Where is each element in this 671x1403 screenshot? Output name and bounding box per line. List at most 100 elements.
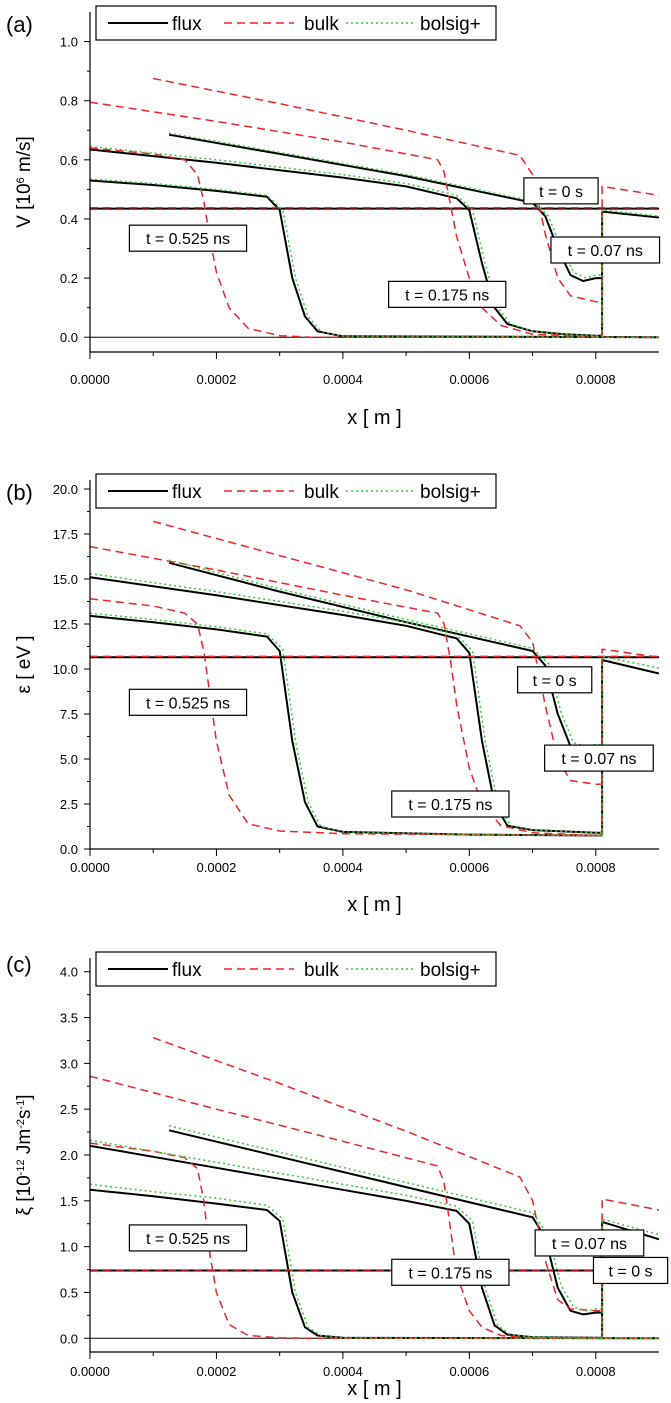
curve-annotation: t = 0 s — [523, 177, 599, 205]
x-tick-label: 0.0000 — [70, 860, 110, 875]
x-tick-label: 0.0006 — [449, 860, 489, 875]
y-axis-title-part: V [10 — [14, 183, 35, 227]
curve-annotation: t = 0.175 ns — [391, 1258, 510, 1286]
x-tick-label: 0.0002 — [197, 1364, 237, 1379]
curve-annotation: t = 0 s — [592, 1256, 669, 1285]
annotation-box — [523, 177, 599, 205]
legend: flux bulk bolsig+ — [95, 951, 497, 987]
annotation-label: t = 0.07 ns — [561, 751, 636, 768]
series-bolsig+-line — [90, 1139, 603, 1339]
x-tick-label: 0.0002 — [197, 860, 237, 875]
y-tick-label: 2.0 — [60, 1148, 78, 1163]
curve-annotation: t = 0.07 ns — [534, 1229, 645, 1257]
annotation-box — [388, 280, 507, 308]
y-tick-label: 10.0 — [53, 662, 78, 677]
annotation-box — [391, 790, 510, 818]
series-bulk-line — [601, 648, 659, 836]
series-flux-line — [90, 148, 603, 337]
annotation-label: t = 0.175 ns — [408, 797, 492, 814]
annotation-label: t = 0.525 ns — [146, 695, 230, 712]
series-flux-line — [168, 133, 603, 282]
y-tick-label: 1.0 — [60, 1240, 78, 1255]
series-bulk-line — [601, 185, 659, 338]
curve-annotation: t = 0 s — [516, 666, 593, 694]
y-axis-title-part: ε [ eV ] — [14, 635, 35, 693]
annotation-label: t = 0.07 ns — [568, 243, 643, 260]
y-axis-title-part: -12 — [15, 1159, 27, 1175]
y-tick-label: 4.0 — [60, 965, 78, 980]
annotation-box — [592, 1256, 669, 1285]
series-flux-line — [168, 1129, 603, 1316]
y-tick-label: 0.4 — [60, 212, 78, 227]
x-tick-label: 0.0004 — [323, 860, 363, 875]
series-lines — [90, 1036, 659, 1340]
chart-panel-3: (c) 0.0000 0.0002 0.0004 0.0006 0.0008 0.0 0.5 1… — [6, 951, 669, 1400]
x-tick-label: 0.0008 — [576, 372, 616, 387]
y-tick-label: 2.5 — [60, 1102, 78, 1117]
series-bulk-line — [90, 545, 603, 837]
y-tick-label: 0.0 — [60, 842, 78, 857]
series-bolsig+-line — [90, 612, 603, 837]
series-lines — [90, 520, 659, 837]
series-flux-line — [90, 576, 603, 834]
curve-annotation: t = 0.525 ns — [128, 688, 248, 716]
series-flux-line — [90, 1188, 659, 1340]
x-tick-label: 0.0004 — [323, 372, 363, 387]
y-tick-label: 0.6 — [60, 153, 78, 168]
annotation-label: t = 0.525 ns — [146, 231, 230, 248]
x-tick-label: 0.0008 — [576, 1364, 616, 1379]
y-axis-title-part: ξ [10 — [14, 1175, 35, 1215]
series-bulk-line — [90, 101, 603, 338]
x-tick-label: 0.0006 — [449, 1364, 489, 1379]
y-tick-label: 17.5 — [53, 527, 78, 542]
legend: flux bulk bolsig+ — [95, 5, 497, 41]
legend-label: bulk — [304, 14, 339, 35]
annotation-box — [128, 224, 248, 252]
series-bulk-line — [90, 147, 659, 338]
y-tick-label: 0.2 — [60, 271, 78, 286]
annotation-box — [550, 236, 661, 264]
y-axis-title: V [106 m/s] — [14, 136, 35, 228]
annotation-box — [128, 688, 248, 716]
y-axis-title-part: m/s] — [14, 136, 35, 177]
annotation-label: t = 0 s — [609, 1263, 653, 1280]
series-flux-line — [90, 179, 659, 339]
annotation-label: t = 0.525 ns — [146, 1231, 230, 1248]
panel-label: (a) — [6, 12, 33, 37]
x-axis-title: x [ m ] — [347, 407, 401, 429]
x-tick-label: 0.0000 — [70, 1364, 110, 1379]
y-tick-label: 2.5 — [60, 797, 78, 812]
y-axis-title-part: -1 — [15, 1100, 27, 1110]
series-bolsig+-line — [90, 572, 603, 834]
chart-panel-2: (b) 0.0000 0.0002 0.0004 0.0006 0.0008 0.0 2.5 5… — [6, 473, 659, 916]
legend: flux bulk bolsig+ — [95, 473, 497, 509]
y-tick-label: 1.5 — [60, 1194, 78, 1209]
x-tick-label: 0.0002 — [197, 372, 237, 387]
curve-annotation: t = 0.525 ns — [128, 224, 248, 252]
series-bolsig+-line — [601, 209, 659, 338]
annotation-label: t = 0.175 ns — [408, 1265, 492, 1282]
annotation-box — [128, 1224, 248, 1252]
x-axis-title: x [ m ] — [347, 894, 401, 916]
x-tick-label: 0.0004 — [323, 1364, 363, 1379]
y-axis-title-part: Jm — [14, 1129, 35, 1160]
y-tick-label: 1.0 — [60, 35, 78, 50]
series-bolsig+-line — [168, 559, 603, 748]
y-axis-title: ε [ eV ] — [14, 635, 35, 693]
annotation-label: t = 0 s — [539, 184, 583, 201]
annotation-box — [516, 666, 593, 694]
x-tick-label: 0.0008 — [576, 860, 616, 875]
y-tick-label: 3.5 — [60, 1011, 78, 1026]
legend-label: bulk — [304, 960, 339, 981]
y-axis-title: ξ [10-12 Jm-2s-1] — [14, 1094, 35, 1215]
x-tick-label: 0.0000 — [70, 372, 110, 387]
curve-annotation: t = 0.175 ns — [388, 280, 507, 308]
y-tick-label: 7.5 — [60, 707, 78, 722]
legend-label: flux — [172, 482, 202, 503]
x-tick-label: 0.0006 — [449, 372, 489, 387]
curve-annotation: t = 0.525 ns — [128, 1224, 248, 1252]
y-axis-title-part: -2 — [15, 1119, 27, 1129]
y-tick-label: 0.0 — [60, 1331, 78, 1346]
annotation-box — [391, 1258, 510, 1286]
series-bolsig+-line — [168, 1124, 603, 1312]
